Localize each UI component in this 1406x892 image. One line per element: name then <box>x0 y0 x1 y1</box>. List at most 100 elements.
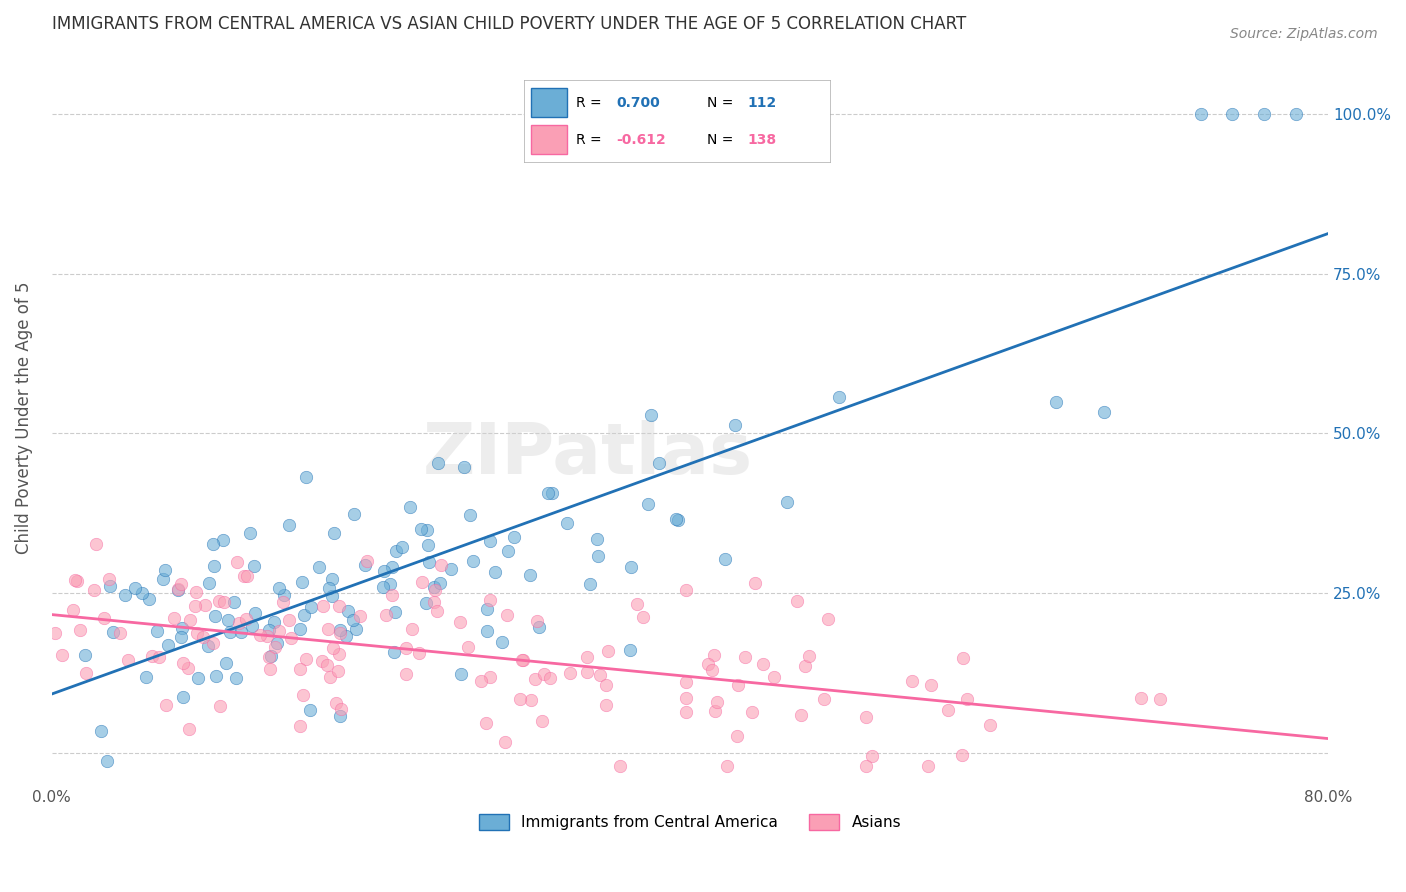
Point <box>344 622 367 636</box>
Point <box>117 653 139 667</box>
Point <box>620 559 643 574</box>
Point <box>294 470 316 484</box>
Point <box>415 524 437 538</box>
Point <box>277 517 299 532</box>
Point <box>1253 107 1275 121</box>
Text: IMMIGRANTS FROM CENTRAL AMERICA VS ASIAN CHILD POVERTY UNDER THE AGE OF 5 CORREL: IMMIGRANTS FROM CENTRAL AMERICA VS ASIAN… <box>52 15 966 33</box>
Point <box>328 625 350 640</box>
Point <box>675 691 697 706</box>
Point <box>328 599 350 613</box>
Point <box>212 595 235 609</box>
Point <box>453 459 475 474</box>
Point <box>713 551 735 566</box>
Point <box>704 704 727 718</box>
Point <box>204 608 226 623</box>
Point <box>494 735 516 749</box>
Point <box>239 525 262 540</box>
Point <box>191 630 214 644</box>
Point <box>512 652 534 666</box>
Point <box>439 562 461 576</box>
Point <box>202 537 225 551</box>
Point <box>240 618 263 632</box>
Point <box>744 575 766 590</box>
Point <box>411 575 433 590</box>
Point <box>727 678 749 692</box>
Point <box>384 605 406 619</box>
Point <box>167 582 190 597</box>
Point <box>319 670 342 684</box>
Point <box>458 508 481 522</box>
Point <box>398 500 420 514</box>
Point <box>184 584 207 599</box>
Point <box>855 759 877 773</box>
Point <box>776 495 799 509</box>
Point <box>637 497 659 511</box>
Point <box>205 669 228 683</box>
Point <box>595 698 617 713</box>
Point <box>141 649 163 664</box>
Point <box>257 623 280 637</box>
Point <box>63 574 86 588</box>
Point <box>308 559 330 574</box>
Point <box>271 595 294 609</box>
Point <box>763 669 786 683</box>
Text: 0.700: 0.700 <box>616 95 659 110</box>
Point <box>256 629 278 643</box>
Point <box>586 549 609 563</box>
Point <box>135 670 157 684</box>
Point <box>329 624 352 638</box>
Point <box>626 597 648 611</box>
Point <box>474 716 496 731</box>
Point <box>425 583 447 598</box>
Point <box>187 671 209 685</box>
Point <box>640 408 662 422</box>
Point <box>936 703 959 717</box>
Point <box>177 661 200 675</box>
Point <box>477 624 499 638</box>
Point <box>371 581 394 595</box>
Point <box>170 630 193 644</box>
Point <box>186 626 208 640</box>
Point <box>90 724 112 739</box>
Point <box>828 390 851 404</box>
Point <box>329 709 352 723</box>
Point <box>157 639 180 653</box>
Point <box>280 632 302 646</box>
Point <box>478 592 501 607</box>
Point <box>1094 405 1116 419</box>
Point <box>266 636 288 650</box>
Point <box>108 625 131 640</box>
Point <box>475 602 498 616</box>
Point <box>793 659 815 673</box>
Point <box>703 648 725 663</box>
Point <box>321 589 343 603</box>
Point <box>484 565 506 579</box>
Point <box>558 666 581 681</box>
Point <box>236 569 259 583</box>
Point <box>449 615 471 629</box>
Point <box>292 608 315 623</box>
Point <box>422 580 444 594</box>
Text: -0.612: -0.612 <box>616 133 665 146</box>
Point <box>495 607 517 622</box>
Point <box>786 594 808 608</box>
Point <box>323 526 346 541</box>
Point <box>291 575 314 590</box>
Point <box>665 512 688 526</box>
Point <box>619 643 641 657</box>
Point <box>901 674 924 689</box>
Text: 112: 112 <box>747 95 776 110</box>
Point <box>337 604 360 618</box>
Point <box>385 543 408 558</box>
Point <box>503 530 526 544</box>
Point <box>741 705 763 719</box>
Point <box>153 562 176 576</box>
Point <box>183 599 205 613</box>
Point <box>524 672 547 686</box>
Point <box>267 624 290 638</box>
Point <box>1222 107 1244 121</box>
Point <box>920 678 942 692</box>
Point <box>356 554 378 568</box>
Point <box>98 579 121 593</box>
Point <box>273 588 295 602</box>
